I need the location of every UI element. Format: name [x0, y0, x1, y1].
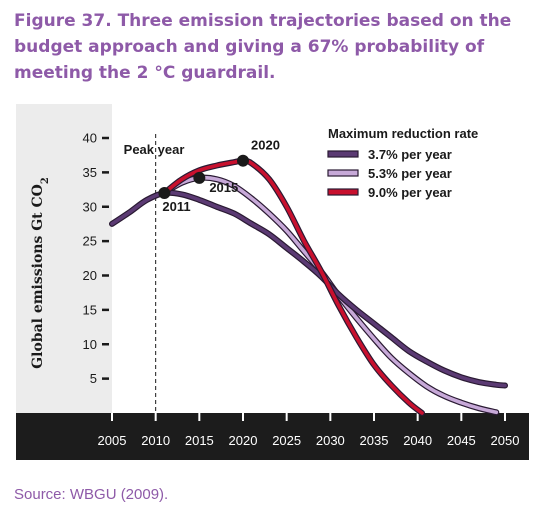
y-tick-label: 25 — [83, 234, 97, 249]
x-tick-label: 2030 — [316, 433, 345, 448]
series-line-0 — [110, 190, 507, 388]
y-tick-label: 15 — [83, 302, 97, 317]
y-tick-label: 30 — [83, 199, 97, 214]
peak-marker — [193, 171, 206, 184]
peak-marker — [158, 187, 171, 199]
y-tick-label: 35 — [83, 165, 97, 180]
x-tick-label: 2040 — [403, 433, 432, 448]
legend-label: 5.3% per year — [368, 166, 452, 181]
x-tick-label: 2025 — [272, 433, 301, 448]
y-axis-label: Global emissions Gt CO2 — [30, 177, 51, 369]
x-tick-label: 2045 — [447, 433, 476, 448]
figure-title: Figure 37. Three emission trajectories b… — [14, 11, 512, 83]
legend-swatch — [327, 188, 359, 196]
peak-marker-label: 2011 — [162, 199, 190, 214]
legend-swatch — [327, 169, 359, 177]
x-tick-label: 2020 — [229, 433, 258, 448]
legend-title: Maximum reduction rate — [328, 126, 478, 141]
legend-label: 9.0% per year — [368, 185, 452, 200]
legend-label: 3.7% per year — [368, 147, 452, 162]
x-tick-label: 2005 — [98, 433, 127, 448]
figure-source: Source: WBGU (2009). — [14, 486, 169, 503]
y-tick-label: 10 — [83, 337, 97, 352]
y-axis-label-subscript: 2 — [40, 177, 51, 184]
x-tick-label: 2015 — [185, 433, 214, 448]
y-tick-label: 5 — [90, 371, 97, 386]
peak-marker-label: 2015 — [209, 180, 238, 195]
y-tick-label: 40 — [83, 131, 97, 146]
legend-swatch — [327, 150, 359, 158]
series-line-2 — [162, 158, 424, 415]
x-tick-label: 2050 — [491, 433, 520, 448]
x-tick-label: 2035 — [360, 433, 389, 448]
peak-year-label: Peak year — [124, 142, 185, 157]
plot-area — [112, 104, 529, 413]
peak-marker-label: 2020 — [251, 138, 280, 153]
x-axis-band — [16, 413, 529, 460]
x-tick-label: 2010 — [141, 433, 170, 448]
peak-marker — [237, 154, 249, 167]
y-tick-label: 20 — [83, 268, 97, 283]
